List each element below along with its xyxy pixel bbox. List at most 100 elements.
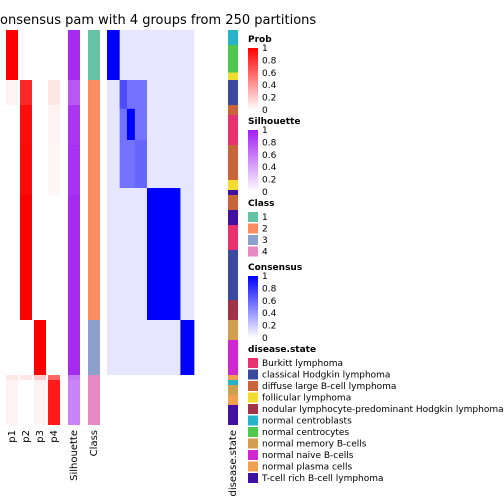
- prob-cell-p3: [34, 375, 46, 380]
- prob-cell-p2: [20, 30, 32, 45]
- class-cell: [88, 300, 100, 320]
- legend-tick: 1: [262, 272, 268, 282]
- legend-tick: 0.8: [262, 56, 277, 66]
- silhouette-cell: [68, 250, 80, 300]
- legend-item-label: 4: [262, 248, 268, 258]
- prob-cell-p4: [48, 30, 60, 45]
- prob-cell-p3: [34, 340, 46, 375]
- silhouette-cell: [68, 195, 80, 210]
- class-cell: [88, 30, 100, 45]
- silhouette-cell: [68, 375, 80, 380]
- class-cell: [88, 375, 100, 380]
- legend-item-label: Burkitt lymphoma: [262, 359, 343, 369]
- class-cell: [88, 72, 100, 80]
- prob-cell-p4: [48, 105, 60, 115]
- consensus-block: [180, 320, 195, 375]
- prob-cell-p1: [6, 45, 18, 73]
- silhouette-cell: [68, 80, 80, 105]
- prob-cell-p2: [20, 45, 32, 73]
- silhouette-cell: [68, 380, 80, 385]
- prob-cell-p1: [6, 72, 18, 80]
- legend-swatch: [248, 415, 258, 426]
- consensus-block: [134, 140, 147, 188]
- prob-cell-p3: [34, 300, 46, 320]
- disease-state-cell: [228, 115, 238, 145]
- prob-cell-p1: [6, 190, 18, 195]
- consensus-block: [107, 30, 120, 80]
- class-cell: [88, 320, 100, 340]
- prob-cell-p3: [34, 225, 46, 250]
- disease-state-label: disease.state: [228, 430, 239, 497]
- legend-item-label: diffuse large B-cell lymphoma: [262, 382, 396, 392]
- legend-title: Prob: [248, 35, 272, 45]
- disease-state-cell: [228, 210, 238, 225]
- prob-cell-p1: [6, 405, 18, 425]
- silhouette-cell: [68, 300, 80, 320]
- legend-tick: 0.2: [262, 322, 276, 332]
- disease-state-cell: [228, 375, 238, 380]
- disease-state-cell: [228, 225, 238, 250]
- prob-cell-p4: [48, 395, 60, 405]
- legend-tick: 0.8: [262, 284, 277, 294]
- prob-cell-p1: [6, 385, 18, 395]
- prob-cell-p2: [20, 195, 32, 210]
- disease-state-cell: [228, 395, 238, 405]
- prob-cell-p2: [20, 320, 32, 340]
- prob-cell-p2: [20, 115, 32, 145]
- column-label: p4: [49, 430, 60, 443]
- prob-cell-p4: [48, 300, 60, 320]
- silhouette-cell: [68, 225, 80, 250]
- silhouette-cell: [68, 320, 80, 340]
- prob-cell-p4: [48, 320, 60, 340]
- legend-color-bar: [248, 130, 258, 192]
- legend-item-label: 1: [262, 213, 268, 223]
- class-cell: [88, 225, 100, 250]
- class-cell: [88, 190, 100, 195]
- legend-swatch: [248, 461, 258, 472]
- prob-cell-p1: [6, 380, 18, 385]
- prob-cell-p3: [34, 385, 46, 395]
- prob-cell-p1: [6, 300, 18, 320]
- legend-tick: 0: [262, 106, 268, 116]
- prob-cell-p1: [6, 105, 18, 115]
- legend-swatch: [248, 404, 258, 414]
- legend-swatch: [248, 392, 258, 403]
- prob-cell-p3: [34, 190, 46, 195]
- legend-tick: 0.2: [262, 94, 276, 104]
- silhouette-cell: [68, 385, 80, 395]
- class-cell: [88, 210, 100, 225]
- legend-item-label: follicular lymphoma: [262, 394, 351, 404]
- legend-item-label: 2: [262, 225, 268, 235]
- prob-cell-p2: [20, 250, 32, 300]
- silhouette-cell: [68, 115, 80, 145]
- prob-cell-p4: [48, 380, 60, 385]
- prob-cell-p4: [48, 190, 60, 195]
- disease-state-cell: [228, 30, 238, 45]
- prob-cell-p2: [20, 340, 32, 375]
- legend-tick: 0: [262, 334, 268, 344]
- legend-item-label: T-cell rich B-cell lymphoma: [261, 474, 384, 484]
- legend-item-label: normal centrocytes: [262, 428, 349, 438]
- consensus-block: [126, 108, 135, 140]
- legend-swatch: [248, 358, 258, 368]
- column-label: p1: [7, 430, 18, 443]
- silhouette-cell: [68, 105, 80, 115]
- disease-state-cell: [228, 300, 238, 320]
- prob-cell-p1: [6, 210, 18, 225]
- column-label: Silhouette: [69, 430, 80, 481]
- prob-cell-p1: [6, 30, 18, 45]
- legend: Prob10.80.60.40.20Silhouette10.80.60.40.…: [248, 35, 504, 484]
- prob-cell-p3: [34, 30, 46, 45]
- legend-item-label: normal plasma cells: [262, 463, 352, 473]
- silhouette-cell: [68, 210, 80, 225]
- disease-state-cell: [228, 45, 238, 73]
- disease-state-cell: [228, 180, 238, 190]
- silhouette-cell: [68, 190, 80, 195]
- prob-cell-p3: [34, 180, 46, 190]
- legend-swatch: [248, 473, 258, 483]
- prob-cell-p1: [6, 250, 18, 300]
- prob-cell-p4: [48, 180, 60, 190]
- prob-cell-p4: [48, 225, 60, 250]
- prob-cell-p3: [34, 115, 46, 145]
